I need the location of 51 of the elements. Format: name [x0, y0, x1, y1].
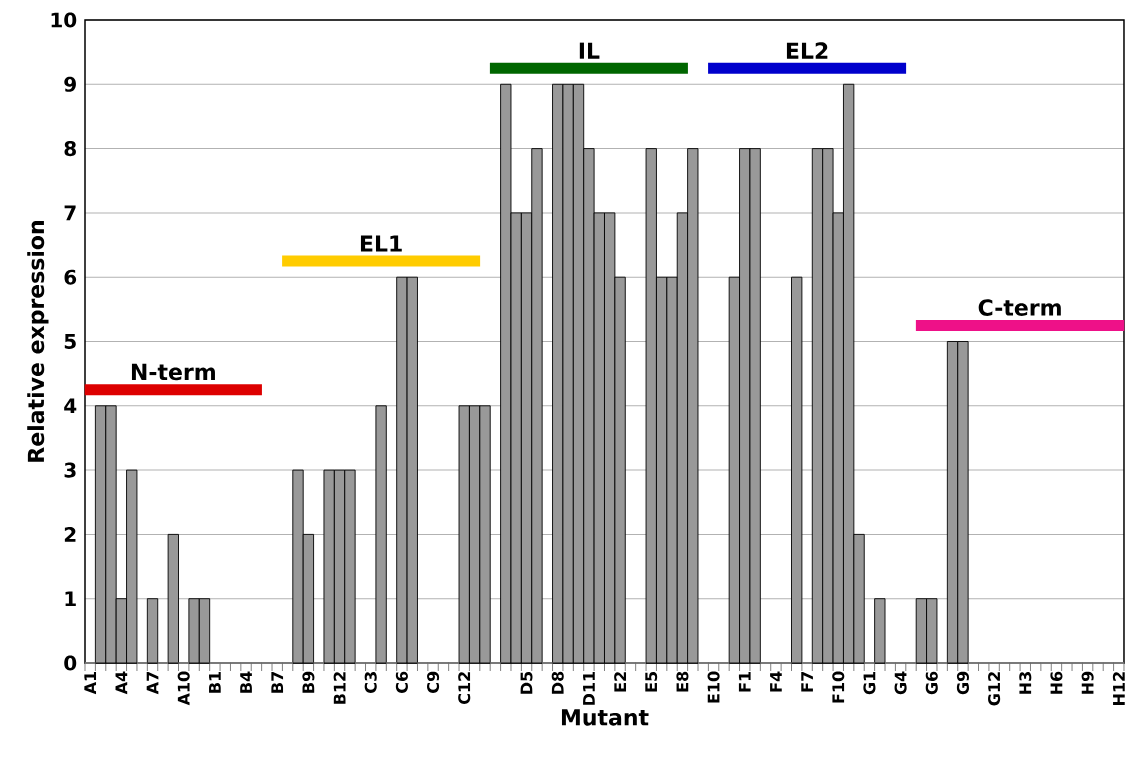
x-tick-label: C6 — [395, 671, 408, 693]
x-tick-label: F4 — [770, 671, 782, 692]
y-axis-title: Relative expression — [27, 221, 49, 462]
x-tick-label: F1 — [738, 671, 751, 692]
x-tick-label: D8 — [551, 671, 564, 694]
y-tick-label: 3 — [64, 462, 76, 478]
y-tick-label: 5 — [64, 334, 76, 349]
x-tick-label: F7 — [801, 672, 813, 692]
y-tick-label: 2 — [64, 526, 76, 542]
x-tick-label: G1 — [863, 671, 876, 695]
x-tick-label: H3 — [1019, 672, 1032, 694]
x-tick-label: G4 — [894, 671, 907, 695]
x-tick-label: G6 — [925, 671, 938, 695]
x-tick-label: A4 — [115, 671, 128, 695]
y-tick-label: 6 — [64, 269, 77, 285]
x-tick-label: C12 — [458, 672, 471, 705]
y-tick-label: 9 — [64, 76, 76, 92]
series-label: EL1 — [360, 235, 402, 252]
x-tick-label: H6 — [1050, 671, 1063, 694]
series-label: IL — [579, 42, 600, 59]
x-tick-label: H9 — [1081, 671, 1094, 694]
x-tick-label: C3 — [364, 672, 377, 693]
x-tick-label: D11 — [583, 671, 595, 705]
x-tick-label: A7 — [146, 672, 159, 695]
x-tick-label: E2 — [614, 672, 627, 692]
x-tick-label: E10 — [707, 671, 720, 703]
x-tick-label: E5 — [645, 671, 658, 692]
x-tick-label: D5 — [520, 671, 533, 694]
y-tick-label: 4 — [64, 398, 77, 414]
y-tick-label: 0 — [64, 655, 77, 671]
series-label: C-term — [978, 299, 1061, 316]
y-tick-label: 10 — [51, 12, 77, 28]
x-tick-label: F10 — [832, 671, 845, 703]
y-tick-label: 8 — [64, 141, 76, 157]
x-tick-label: A10 — [177, 671, 190, 706]
x-tick-label: B9 — [302, 671, 315, 693]
x-tick-label: B12 — [333, 672, 346, 704]
x-tick-label: C9 — [427, 671, 440, 693]
x-tick-label: G9 — [956, 671, 969, 695]
x-tick-label: B7 — [271, 672, 284, 693]
x-tick-label: A1 — [84, 671, 97, 695]
series-label: N-term — [131, 363, 215, 381]
x-tick-label: B4 — [240, 671, 252, 693]
x-tick-label: B1 — [209, 671, 221, 693]
y-tick-label: 1 — [65, 591, 76, 606]
series-label: EL2 — [786, 42, 828, 59]
x-tick-label: E8 — [676, 671, 689, 692]
x-tick-label: H12 — [1112, 672, 1125, 705]
x-axis-title: Mutant — [561, 709, 649, 726]
y-tick-label: 7 — [64, 205, 76, 221]
x-tick-label: G12 — [988, 672, 1001, 706]
